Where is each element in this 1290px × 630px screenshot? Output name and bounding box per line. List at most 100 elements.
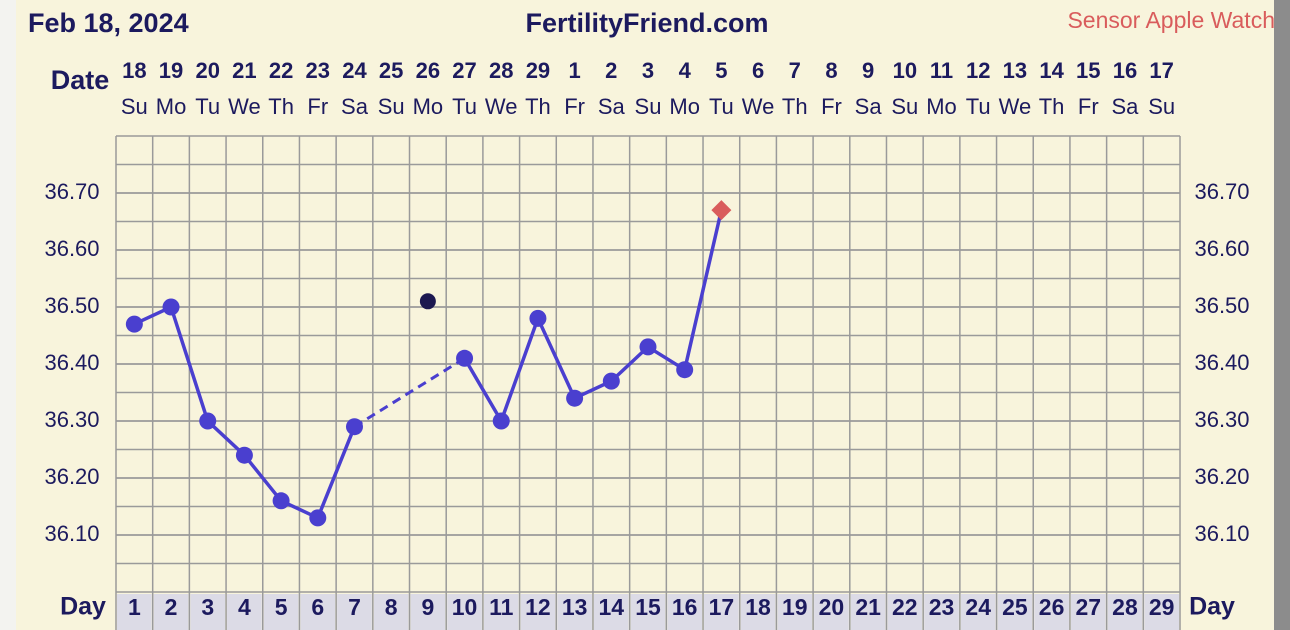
date-label: 26: [416, 58, 440, 83]
weekday-label: Sa: [855, 94, 883, 119]
day-cell: [153, 594, 189, 630]
y-tick-label: 36.60: [44, 236, 99, 261]
day-cell: [520, 594, 556, 630]
day-label: Day: [1189, 593, 1235, 621]
date-label: 27: [452, 58, 476, 83]
header-date: Feb 18, 2024: [28, 8, 189, 38]
day-cell: [227, 594, 262, 630]
point: [199, 412, 217, 430]
point: [711, 200, 732, 221]
date-label: 2: [605, 58, 617, 83]
date-label: 4: [679, 58, 692, 83]
day-cell: [777, 594, 813, 630]
day-cell: [924, 594, 959, 630]
day-cell: [1034, 594, 1069, 630]
day-cell: [593, 594, 629, 630]
weekday-label: Th: [782, 94, 808, 119]
date-label: 18: [122, 58, 146, 83]
y-tick-label: 36.50: [44, 293, 99, 318]
y-tick-label: 36.10: [44, 521, 99, 546]
date-label: 28: [489, 58, 513, 83]
point: [676, 361, 694, 379]
date-label: 10: [893, 58, 917, 83]
x-tick-label: 25: [1002, 594, 1028, 620]
day-cell: [630, 594, 666, 630]
weekday-label: Th: [525, 94, 551, 119]
weekday-label: Su: [891, 94, 918, 119]
weekday-label: We: [228, 94, 261, 119]
day-cell: [190, 594, 226, 630]
point: [456, 349, 474, 367]
x-tick-label: 9: [421, 594, 434, 620]
date-label: 6: [752, 58, 764, 83]
x-tick-label: 13: [562, 594, 588, 620]
point: [272, 492, 290, 510]
y-tick-label: 36.70: [1194, 179, 1249, 204]
y-tick-label: 36.30: [44, 407, 99, 432]
date-label: 21: [232, 58, 256, 83]
date-label: 25: [379, 58, 403, 83]
x-tick-label: 20: [819, 594, 845, 620]
date-label: 16: [1113, 58, 1137, 83]
x-tick-label: 2: [165, 594, 178, 620]
point: [492, 412, 510, 430]
point: [162, 298, 180, 316]
x-tick-label: 14: [599, 594, 625, 620]
x-tick-label: 29: [1149, 594, 1175, 620]
day-cell: [887, 594, 923, 630]
weekday-label: Th: [268, 94, 294, 119]
weekday-label: Mo: [669, 94, 700, 119]
x-tick-label: 12: [525, 594, 551, 620]
weekday-label: Fr: [821, 94, 842, 119]
x-tick-label: 4: [238, 594, 251, 620]
y-tick-label: 36.10: [1194, 521, 1249, 546]
weekday-label: Fr: [307, 94, 328, 119]
y-tick-label: 36.40: [44, 350, 99, 375]
x-tick-label: 19: [782, 594, 808, 620]
day-cell: [447, 594, 482, 630]
weekday-label: We: [999, 94, 1032, 119]
weekday-label: Tu: [966, 94, 991, 119]
weekday-label: Fr: [1078, 94, 1099, 119]
weekday-label: Su: [1148, 94, 1175, 119]
day-cell: [1070, 594, 1106, 630]
x-tick-label: 7: [348, 594, 361, 620]
weekday-label: Mo: [926, 94, 957, 119]
point: [235, 446, 253, 464]
day-cell: [704, 594, 739, 630]
y-tick-label: 36.20: [44, 464, 99, 489]
x-tick-label: 8: [385, 594, 398, 620]
weekday-label: We: [485, 94, 518, 119]
date-label: 23: [306, 58, 330, 83]
x-tick-label: 26: [1039, 594, 1065, 620]
date-label: 20: [195, 58, 219, 83]
date-label: 9: [862, 58, 874, 83]
date-label: 3: [642, 58, 654, 83]
day-label: Day: [60, 593, 106, 621]
date-label: 24: [342, 58, 367, 83]
weekday-label: Fr: [564, 94, 585, 119]
x-tick-label: 10: [452, 594, 478, 620]
weekday-label: Tu: [709, 94, 734, 119]
date-label: 19: [159, 58, 183, 83]
day-cell: [667, 594, 703, 630]
point: [345, 418, 363, 436]
day-cell: [814, 594, 849, 630]
weekday-label: Sa: [341, 94, 369, 119]
day-cell: [960, 594, 996, 630]
x-tick-label: 17: [709, 594, 735, 620]
x-tick-label: 28: [1112, 594, 1138, 620]
day-cell: [1107, 594, 1143, 630]
weekday-label: We: [742, 94, 775, 119]
chart-title: FertilityFriend.com: [525, 8, 768, 38]
day-cell: [483, 594, 519, 630]
x-tick-label: 5: [275, 594, 288, 620]
point: [419, 293, 436, 310]
day-cell: [850, 594, 886, 630]
x-tick-label: 18: [745, 594, 771, 620]
markers: [125, 200, 732, 527]
weekday-label: Sa: [598, 94, 626, 119]
date-label: 14: [1039, 58, 1064, 83]
